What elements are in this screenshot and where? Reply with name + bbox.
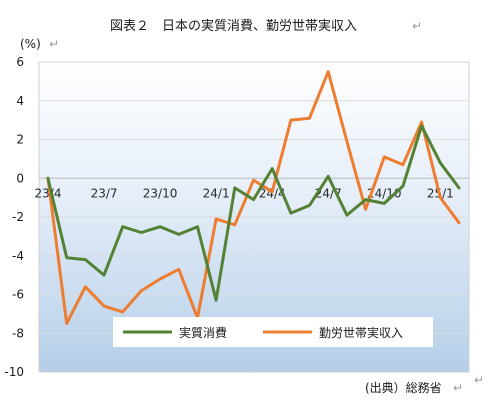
corner-return-mark: ↵ — [474, 373, 484, 387]
y-tick-label: 6 — [16, 55, 24, 69]
y-tick-label: -4 — [12, 249, 24, 263]
y-axis-ticks: 6 4 2 0 -2 -4 -6 -8 -10 — [4, 55, 24, 379]
x-tick-label: 23/4 — [35, 186, 62, 200]
y-axis-label: (%) — [20, 37, 41, 51]
y-tick-label: -8 — [12, 326, 24, 340]
series-line-worker-income — [46, 70, 461, 326]
x-tick-label: 23/7 — [91, 186, 118, 200]
source-note: (出典）総務省 — [365, 381, 442, 395]
x-tick-label: 24/1 — [203, 186, 230, 200]
y-tick-label: -6 — [12, 288, 24, 302]
y-tick-label: 2 — [16, 133, 24, 147]
legend-label-real-consumption: 実質消費 — [179, 325, 227, 340]
title-return-mark: ↵ — [412, 19, 422, 33]
chart-title: 図表２ 日本の実質消費、勤労世帯実収入 — [110, 18, 357, 34]
y-tick-label: 0 — [16, 171, 24, 185]
y-tick-label: -2 — [12, 210, 24, 224]
ylabel-return-mark: ↵ — [49, 37, 59, 51]
source-return-mark: ↵ — [453, 381, 463, 395]
y-tick-label: 4 — [16, 94, 24, 108]
series-lines — [46, 70, 461, 326]
series-line-real-consumption — [46, 124, 461, 302]
x-tick-label: 23/10 — [143, 186, 178, 200]
y-tick-label: -10 — [4, 365, 24, 379]
legend-label-worker-income: 勤労世帯実収入 — [319, 325, 403, 340]
legend: 実質消費 勤労世帯実収入 — [113, 317, 433, 347]
